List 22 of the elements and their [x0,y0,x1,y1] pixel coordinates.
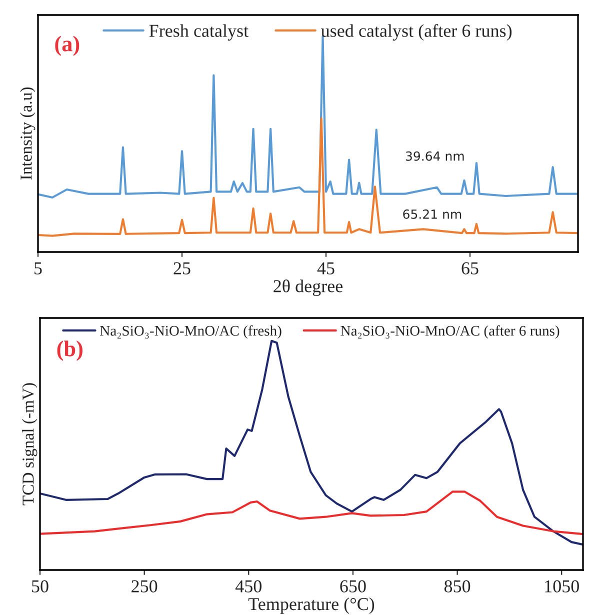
annotation: (a) [55,36,80,56]
x-axis-title: Temperature (°C) [248,597,374,614]
legend-label: Fresh catalyst [149,24,248,41]
annotation: 65.21 nm [403,209,462,219]
legend-label: Na₂SiO₃-NiO-MnO/AC (after 6 runs) [340,325,560,339]
x-tick-label: 25 [174,262,190,274]
legend-label: used catalyst (after 6 runs) [321,24,512,41]
x-tick-label: 650 [340,580,366,592]
x-tick-label: 65 [462,262,478,274]
x-axis-title: 2θ degree [274,279,343,296]
annotation: (b) [57,340,82,361]
x-tick-label: 5 [34,262,42,274]
x-tick-label: 450 [235,580,262,592]
y-axis-title: Intensity (a.u) [20,87,36,180]
annotation: 39.64 nm [406,151,464,161]
legend-label: Na₂SiO₃-NiO-MnO/AC (fresh) [100,325,282,339]
x-tick-label: 250 [132,580,158,592]
x-tick-label: 50 [32,580,48,592]
y-axis-title: TCD signal (-mV) [22,383,38,506]
x-tick-label: 850 [444,580,470,592]
x-tick-label: 45 [317,262,334,274]
x-tick-label: 1050 [545,580,579,592]
